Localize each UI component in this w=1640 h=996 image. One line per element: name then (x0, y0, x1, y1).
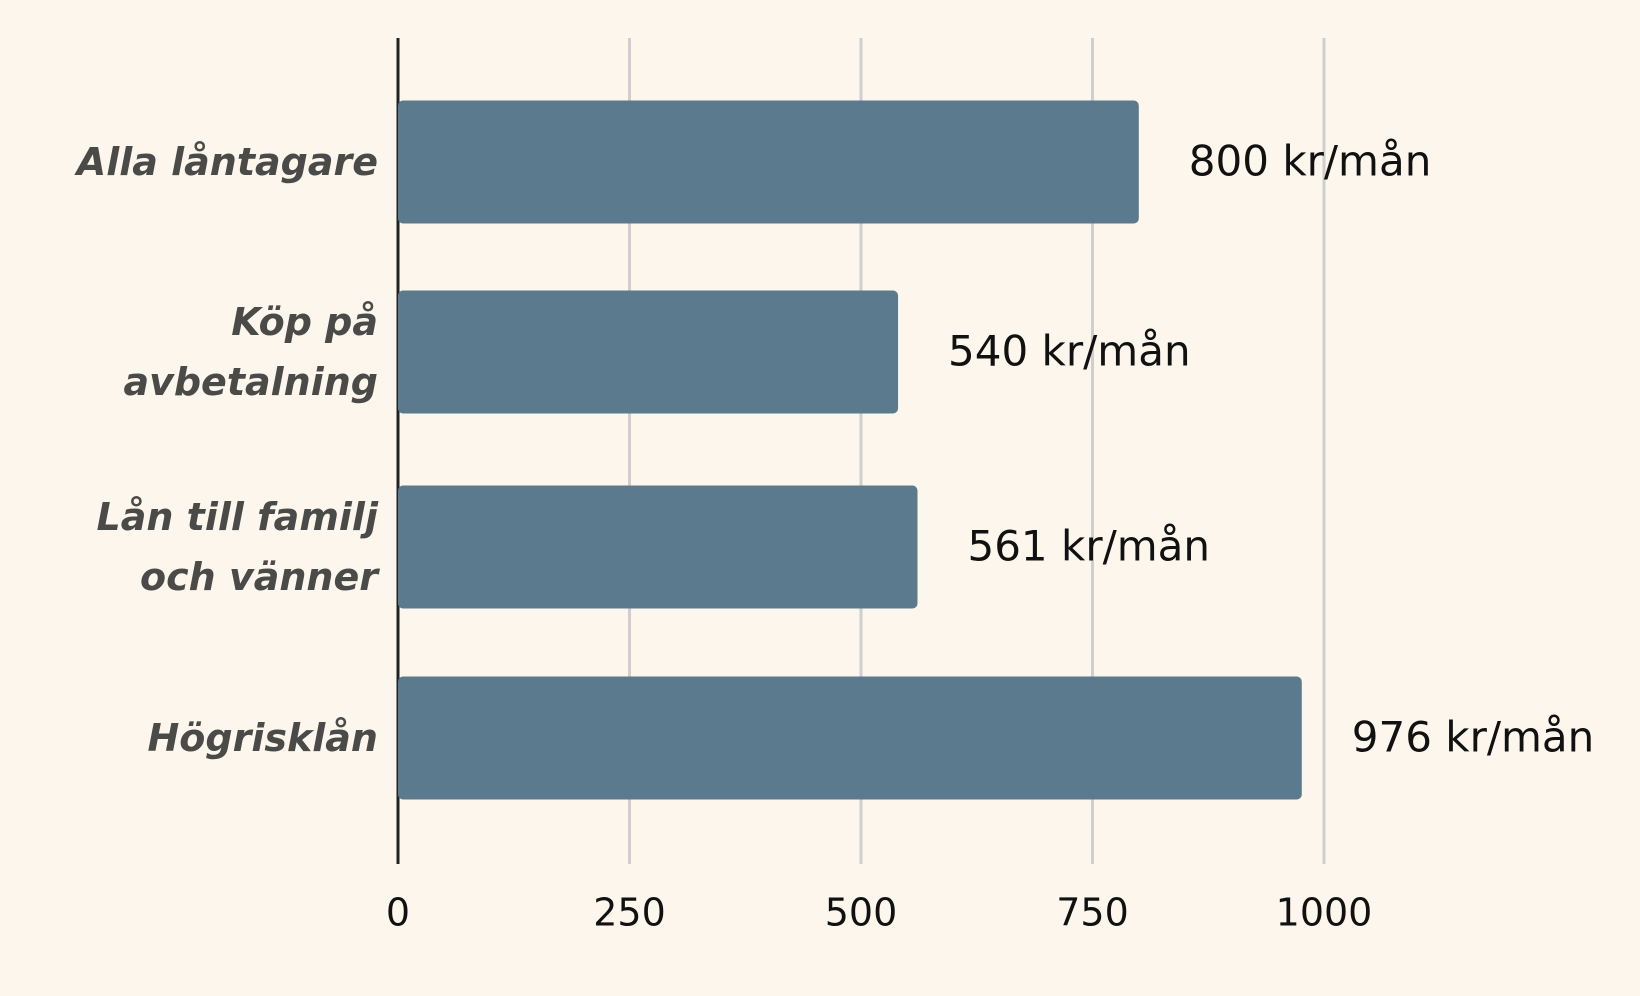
value-label: 976 kr/mån (1352, 713, 1595, 762)
bar (398, 100, 1139, 224)
x-tick-label: 250 (593, 891, 666, 935)
bar (398, 485, 918, 609)
bar (398, 676, 1302, 800)
category-label: Högrisklån (147, 716, 379, 760)
bar (398, 290, 899, 414)
value-label: 561 kr/mån (967, 522, 1210, 571)
x-tick-label: 1000 (1276, 891, 1373, 935)
category-label: Lån till familj och vänner (96, 495, 378, 599)
value-label: 800 kr/mån (1189, 137, 1432, 186)
value-label: 540 kr/mån (948, 327, 1191, 376)
x-tick-label: 0 (386, 891, 410, 935)
x-tick-label: 750 (1056, 891, 1129, 935)
category-label: Köp på avbetalning (123, 300, 378, 404)
x-tick-label: 500 (825, 891, 898, 935)
category-label: Alla låntagare (76, 140, 378, 184)
